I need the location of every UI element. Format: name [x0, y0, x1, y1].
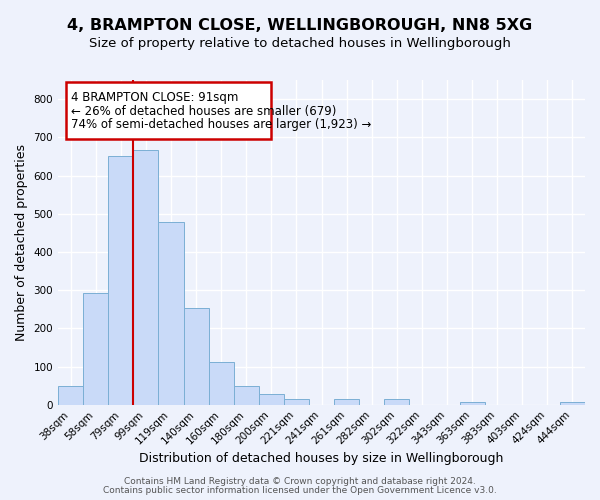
- Bar: [58, 386, 83, 404]
- Bar: [384, 400, 409, 404]
- Text: Contains HM Land Registry data © Crown copyright and database right 2024.: Contains HM Land Registry data © Crown c…: [124, 477, 476, 486]
- Bar: [108, 156, 133, 404]
- Bar: [460, 402, 485, 404]
- Bar: [334, 400, 359, 404]
- Y-axis label: Number of detached properties: Number of detached properties: [15, 144, 28, 341]
- Bar: [259, 394, 284, 404]
- Bar: [83, 293, 108, 405]
- FancyBboxPatch shape: [65, 82, 271, 139]
- Text: 4 BRAMPTON CLOSE: 91sqm: 4 BRAMPTON CLOSE: 91sqm: [71, 92, 238, 104]
- Bar: [233, 386, 259, 404]
- Text: 4, BRAMPTON CLOSE, WELLINGBOROUGH, NN8 5XG: 4, BRAMPTON CLOSE, WELLINGBOROUGH, NN8 5…: [67, 18, 533, 32]
- Bar: [133, 150, 158, 404]
- Text: Size of property relative to detached houses in Wellingborough: Size of property relative to detached ho…: [89, 38, 511, 51]
- Bar: [560, 402, 585, 404]
- Bar: [184, 308, 209, 404]
- X-axis label: Distribution of detached houses by size in Wellingborough: Distribution of detached houses by size …: [139, 452, 504, 465]
- Text: 74% of semi-detached houses are larger (1,923) →: 74% of semi-detached houses are larger (…: [71, 118, 371, 131]
- Bar: [158, 222, 184, 404]
- Text: Contains public sector information licensed under the Open Government Licence v3: Contains public sector information licen…: [103, 486, 497, 495]
- Bar: [284, 400, 309, 404]
- Text: ← 26% of detached houses are smaller (679): ← 26% of detached houses are smaller (67…: [71, 105, 336, 118]
- Bar: [209, 362, 233, 405]
